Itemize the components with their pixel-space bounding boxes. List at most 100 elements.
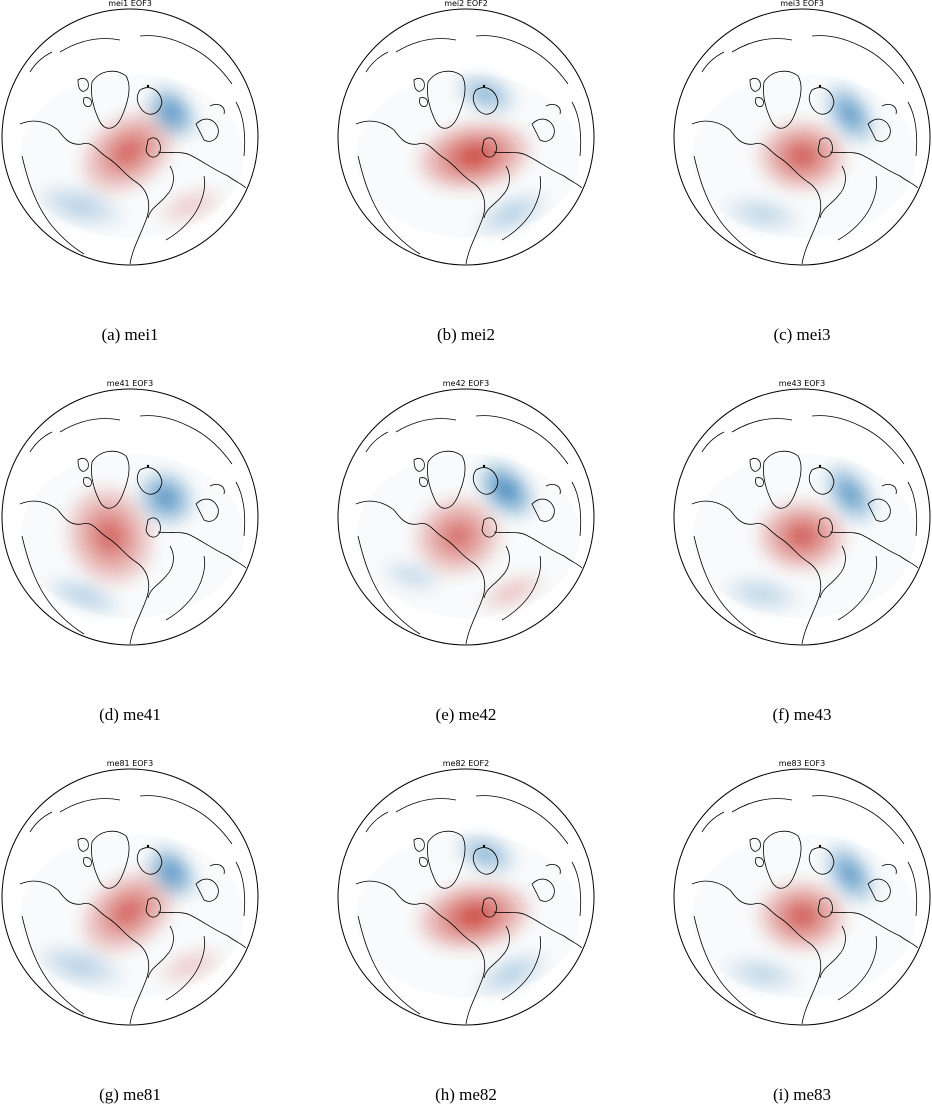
map-title: me83 EOF3 [778, 759, 826, 768]
coastline [91, 450, 130, 509]
coastline [819, 545, 846, 599]
map-title: me81 EOF3 [106, 759, 154, 768]
coastline [808, 847, 835, 875]
globe-outline [1, 8, 259, 266]
coastline [881, 104, 897, 115]
positive-anomaly [752, 876, 852, 956]
anomaly-field [692, 834, 916, 998]
map-title: mei3 EOF3 [780, 0, 824, 8]
coastline [165, 555, 206, 621]
globe-map [1, 768, 259, 1026]
coastline [763, 450, 802, 509]
globe-map [337, 768, 595, 1026]
coastline [147, 925, 174, 979]
negative-anomaly [143, 81, 201, 143]
north-pole-marker [146, 844, 150, 848]
coastline [501, 555, 542, 621]
anomaly-field [692, 454, 916, 618]
coastline [819, 925, 846, 979]
anomaly-field [20, 834, 244, 998]
globe-map [1, 388, 259, 646]
coastline [365, 51, 389, 73]
globe-map [673, 8, 931, 266]
globe-map [1, 8, 259, 266]
coastline [837, 555, 878, 621]
globe-map [337, 388, 595, 646]
panel-i: me83 EOF3 (i) me83 [672, 760, 932, 1120]
panel-d: me41 EOF3 (d) me41 [0, 380, 300, 740]
negative-anomaly [718, 952, 806, 996]
coastline [77, 838, 92, 867]
negative-anomaly [42, 573, 126, 619]
subfigure-caption: (g) me81 [99, 1085, 161, 1104]
coastline [195, 878, 219, 902]
coastline [691, 880, 822, 1025]
coastline [531, 118, 555, 142]
coastline [691, 500, 822, 645]
negative-anomaly [820, 839, 880, 909]
coastline [493, 151, 583, 189]
anomaly-field [356, 829, 580, 1000]
coastline [545, 864, 561, 875]
subfigure-caption: (f) me43 [772, 705, 832, 724]
coastline [19, 500, 150, 645]
positive-anomaly [752, 116, 852, 196]
coastline [21, 915, 85, 1015]
coastline [77, 458, 92, 487]
negative-anomaly [31, 181, 129, 231]
coastline [493, 531, 583, 569]
map-title: me43 EOF3 [778, 379, 826, 388]
negative-anomaly [133, 466, 199, 530]
coastline [829, 151, 919, 189]
coastline [395, 415, 569, 465]
coastline [209, 864, 225, 875]
coastline [357, 155, 421, 255]
coastline [427, 70, 466, 129]
north-pole-marker [146, 464, 150, 468]
positive-anomaly [752, 496, 852, 576]
subfigure-caption: (a) mei1 [101, 325, 159, 344]
coastline [235, 481, 246, 537]
anomaly-field [20, 454, 244, 619]
anomaly-field [356, 454, 580, 618]
positive-anomaly [151, 182, 229, 230]
coastline [235, 101, 246, 157]
coastline [235, 861, 246, 917]
coastline [395, 795, 569, 845]
negative-anomaly [143, 841, 201, 903]
coastline [427, 830, 466, 889]
anomaly-field [20, 74, 244, 238]
coastline [749, 78, 764, 107]
coastline [701, 811, 725, 833]
coastline [472, 87, 499, 115]
coastline [136, 87, 163, 115]
coastline [147, 545, 174, 599]
coastline [501, 935, 542, 1001]
north-pole-marker [482, 84, 486, 88]
positive-anomaly [410, 116, 538, 196]
coastline [545, 484, 561, 495]
coastline [427, 450, 466, 509]
coastline [867, 118, 891, 142]
coastline [395, 35, 569, 85]
panel-b: mei2 EOF2 (b) mei2 [336, 0, 636, 360]
coastline [59, 35, 233, 85]
panel-e: me42 EOF3 (e) me42 [336, 380, 636, 740]
negative-anomaly [718, 192, 806, 236]
coastline [701, 431, 725, 453]
coastlines [355, 35, 583, 265]
positive-anomaly [151, 942, 229, 990]
coastline [693, 915, 757, 1015]
coastline [483, 545, 510, 599]
positive-anomaly [75, 865, 181, 959]
coastline [829, 531, 919, 569]
coastline [19, 120, 150, 265]
coastline [472, 467, 499, 495]
coastline [881, 864, 897, 875]
subfigure-caption: (e) me42 [435, 705, 497, 724]
coastline [483, 165, 510, 219]
coastline [763, 830, 802, 889]
coastline [357, 535, 421, 635]
coastline [837, 935, 878, 1001]
anomaly-field [692, 74, 916, 238]
